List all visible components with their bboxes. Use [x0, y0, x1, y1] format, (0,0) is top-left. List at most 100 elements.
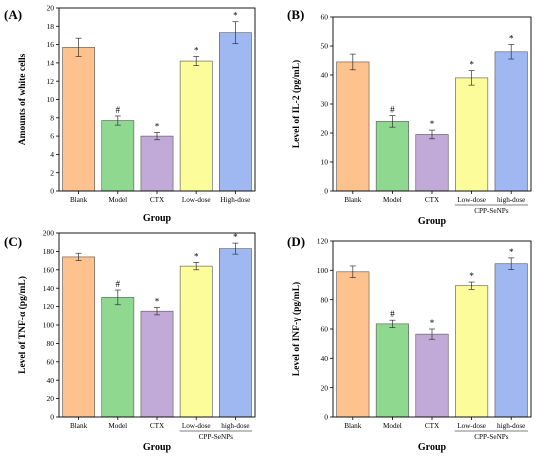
significance-marker: * — [155, 297, 160, 307]
bar-ctx — [415, 134, 449, 192]
bar-ctx — [140, 135, 174, 192]
y-tick-label: 4 — [50, 150, 54, 159]
chart-panel-1: (A) 0 2 4 6 8 10 12 14 16 18 20 Blank # Model * CTX * Low-… — [4, 4, 256, 224]
y-tick-label: 40 — [47, 376, 55, 385]
y-tick-label: 120 — [317, 237, 329, 246]
panel-label: (C) — [4, 234, 22, 249]
category-label: High-dose — [220, 196, 250, 204]
bar-model — [375, 121, 409, 192]
category-label: Model — [108, 422, 127, 430]
category-label: CTX — [150, 422, 165, 430]
y-axis-label: Level of INF-γ (pg/mL) — [291, 282, 302, 376]
significance-marker: * — [155, 121, 160, 131]
significance-marker: # — [116, 105, 121, 115]
category-label: high-dose — [497, 196, 525, 204]
y-tick-label: 14 — [47, 59, 55, 68]
y-tick-label: 2 — [50, 168, 54, 177]
y-tick-label: 20 — [321, 383, 329, 392]
y-tick-label: 80 — [47, 339, 55, 348]
y-tick-label: 100 — [43, 321, 55, 330]
bar-ctx — [140, 310, 174, 418]
y-tick-label: 100 — [317, 266, 329, 275]
significance-marker: * — [430, 318, 435, 328]
category-label: CTX — [150, 196, 165, 204]
significance-marker: * — [509, 34, 514, 44]
category-label: high-dose — [497, 422, 525, 430]
bar-high-dose — [494, 51, 528, 192]
significance-marker: # — [116, 279, 121, 289]
y-axis-label: Level of TNF-α (pg/mL) — [17, 276, 28, 374]
y-tick-label: 0 — [50, 187, 54, 196]
category-label: Blank — [344, 196, 362, 204]
panel-label: (B) — [287, 7, 304, 22]
significance-marker: * — [194, 45, 199, 55]
y-tick-label: 6 — [50, 132, 54, 141]
bar-high-dose — [494, 263, 528, 418]
y-tick-label: 40 — [321, 354, 329, 363]
y-tick-label: 12 — [47, 77, 55, 86]
bar-high-dose — [219, 32, 252, 192]
y-tick-label: 0 — [50, 413, 54, 422]
group-label: CPP-SeNPs — [474, 207, 509, 215]
category-label: high-dose — [221, 422, 249, 430]
y-tick-label: 60 — [321, 325, 329, 334]
category-label: Low-dose — [457, 196, 486, 204]
bar-high-dose — [219, 248, 252, 418]
y-tick-label: 20 — [321, 129, 329, 138]
bar-blank — [336, 61, 370, 192]
group-label: CPP-SeNPs — [199, 433, 234, 441]
category-label: Blank — [70, 422, 88, 430]
y-tick-label: 0 — [324, 187, 328, 196]
y-tick-label: 180 — [43, 247, 55, 256]
significance-marker: * — [233, 232, 238, 242]
category-label: Model — [383, 196, 402, 204]
category-label: Low-dose — [182, 422, 211, 430]
y-tick-label: 10 — [321, 158, 329, 167]
y-tick-label: 8 — [50, 113, 54, 122]
panel-label: (A) — [4, 7, 22, 22]
plot-frame — [58, 232, 256, 418]
y-tick-label: 20 — [47, 394, 55, 403]
y-tick-label: 16 — [47, 40, 55, 49]
significance-marker: * — [430, 119, 435, 129]
chart-panel-4: (D) 0 20 40 60 80 100 120 Blank # Model * CTX * Low-do… — [287, 234, 532, 453]
bar-model — [101, 120, 135, 192]
plot-frame — [332, 16, 532, 192]
x-axis-label: Group — [143, 213, 172, 224]
y-tick-label: 18 — [47, 22, 55, 31]
category-label: Blank — [70, 196, 88, 204]
y-tick-label: 200 — [43, 229, 55, 238]
bar-model — [375, 323, 409, 418]
chart-panel-3: (C) 0 20 40 60 80 100 120 140 160 180 200 Blank # Mode… — [4, 229, 256, 453]
x-axis-label: Group — [143, 442, 172, 453]
y-tick-label: 140 — [43, 284, 55, 293]
category-label: Low-dose — [182, 196, 211, 204]
y-axis-label: Amounts of white cells — [18, 53, 28, 145]
bar-low-dose — [455, 77, 489, 192]
y-tick-label: 40 — [321, 71, 329, 80]
significance-marker: * — [469, 271, 474, 281]
category-label: CTX — [425, 422, 440, 430]
y-axis-label: Level of IL-2 (pg/mL) — [291, 60, 302, 148]
y-tick-label: 60 — [321, 13, 329, 22]
x-axis-label: Group — [418, 216, 447, 227]
y-tick-label: 160 — [43, 265, 55, 274]
significance-marker: # — [390, 105, 395, 115]
y-tick-label: 50 — [321, 42, 329, 51]
bar-low-dose — [179, 60, 213, 192]
panel-label: (D) — [287, 234, 305, 249]
category-label: Low-dose — [457, 422, 486, 430]
significance-marker: * — [233, 11, 238, 21]
significance-marker: * — [469, 60, 474, 70]
significance-marker: # — [390, 309, 395, 319]
x-axis-label: Group — [418, 442, 447, 453]
y-tick-label: 80 — [321, 295, 329, 304]
bar-model — [101, 297, 135, 418]
category-label: Blank — [344, 422, 362, 430]
y-tick-label: 60 — [47, 357, 55, 366]
chart-panel-2: (B) 0 10 20 30 40 50 60 Blank # Model * CTX * Low-dose… — [287, 7, 532, 227]
bar-blank — [62, 256, 95, 418]
y-tick-label: 10 — [47, 95, 55, 104]
category-label: Model — [383, 422, 402, 430]
y-tick-label: 20 — [47, 4, 55, 13]
